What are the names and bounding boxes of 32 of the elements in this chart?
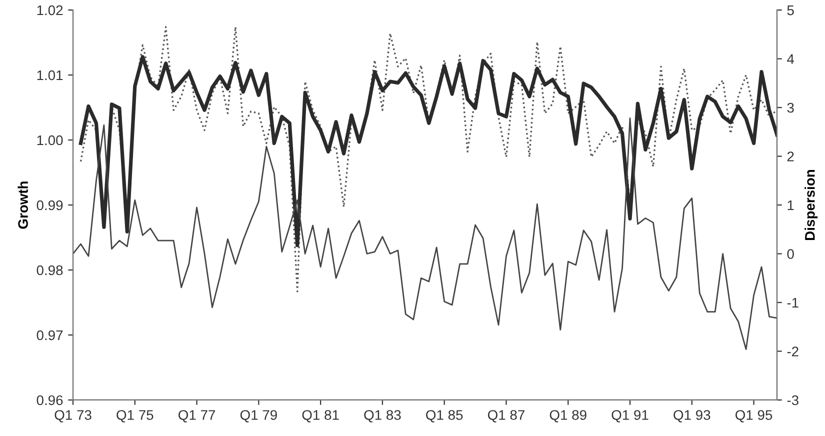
y-tick-label: 0.97	[36, 330, 63, 340]
y2-tick-label: 0	[787, 249, 794, 259]
y2-tick-label: -2	[787, 346, 798, 356]
y2-tick-label: -1	[787, 298, 798, 308]
x-tick-label: Q1 83	[364, 410, 401, 422]
x-tick-label: Q1 77	[178, 410, 216, 422]
x-tick-label: Q1 79	[240, 410, 277, 422]
y-tick-label: 1.01	[37, 70, 63, 80]
x-tick-label: Q1 87	[488, 410, 524, 422]
y2-tick-label: 2	[787, 152, 794, 162]
y2-axis-title: Dispersion	[804, 170, 818, 240]
x-tick-label: Q1 75	[116, 410, 154, 422]
x-tick-label: Q1 93	[674, 410, 710, 422]
y-tick-label: 1.00	[37, 135, 63, 146]
y2-tick-label: 5	[787, 6, 794, 16]
x-tick-label: Q1 91	[612, 410, 648, 422]
y2-tick-label: 1	[788, 200, 794, 210]
x-tick-label: Q1 73	[54, 410, 92, 422]
x-tick-label: Q1 89	[550, 410, 586, 422]
y-tick-label: 0.98	[36, 265, 63, 276]
y2-tick-label: 4	[787, 54, 794, 64]
x-tick-label: Q1 81	[302, 410, 339, 422]
line-series	[78, 55, 777, 248]
y2-tick-label: 3	[787, 102, 794, 113]
y2-tick-label: -3	[787, 395, 798, 406]
y-tick-label: 0.99	[36, 200, 63, 210]
y-tick-label: 1.02	[37, 5, 63, 16]
y-axis-title: Growth	[18, 182, 28, 229]
line-series	[73, 118, 777, 350]
y-tick-label: 0.96	[36, 395, 63, 406]
x-tick-label: Q1 85	[426, 410, 463, 422]
x-tick-label: Q1 95	[736, 410, 772, 422]
